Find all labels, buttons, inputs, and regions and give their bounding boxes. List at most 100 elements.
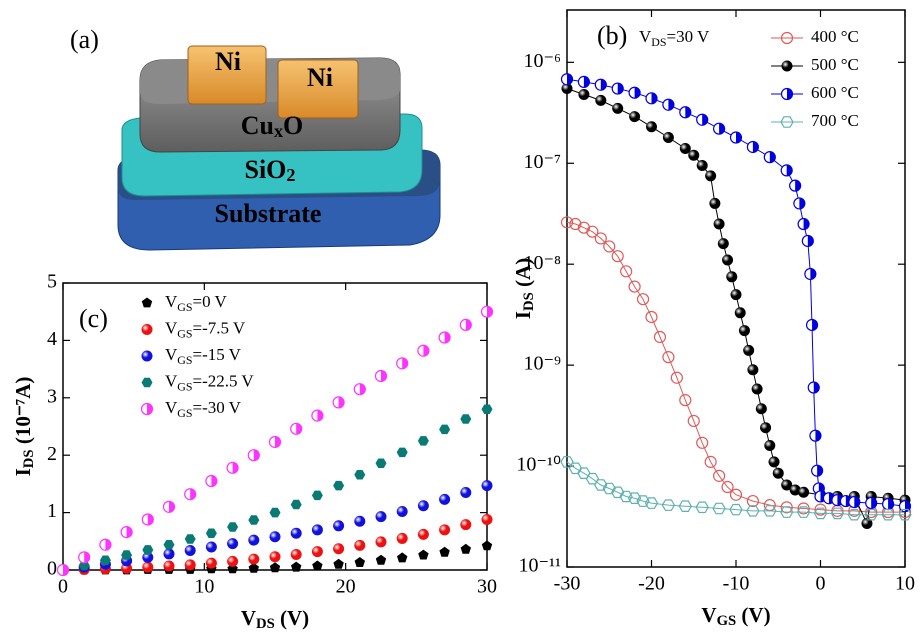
point (164, 540, 175, 550)
point (121, 527, 132, 538)
y-tick-label: 10⁻¹⁰ (516, 454, 561, 476)
point (482, 514, 493, 525)
point (248, 515, 259, 525)
point (709, 198, 720, 209)
point (397, 533, 408, 544)
panel-label: (b) (597, 21, 627, 50)
point (312, 410, 323, 421)
point (185, 534, 196, 544)
point (100, 539, 111, 550)
x-tick-label: 30 (477, 576, 497, 598)
point (794, 198, 805, 209)
point (248, 554, 259, 565)
point (333, 397, 344, 408)
point (439, 332, 450, 343)
y-tick-label: 4 (47, 328, 57, 350)
x-tick-label: 0 (58, 576, 68, 598)
point (482, 480, 493, 491)
point (807, 319, 818, 330)
y-axis-label: IDS (10⁻⁷A) (11, 377, 38, 477)
point (460, 519, 471, 530)
point (705, 170, 716, 181)
point (782, 89, 793, 100)
y-tick-label: 1 (47, 500, 57, 522)
y-tick-label: 10⁻¹¹ (518, 555, 561, 577)
figure: (a) Ni Ni CuxO SiO2 Substrate -30-20-100… (0, 0, 922, 634)
point (206, 542, 217, 553)
point (185, 545, 196, 556)
point (142, 562, 153, 573)
point (439, 425, 450, 435)
point (312, 561, 322, 571)
point (756, 403, 767, 414)
point (354, 470, 365, 480)
point (418, 436, 429, 446)
point (376, 459, 387, 469)
x-tick-label: 10 (194, 576, 214, 598)
point (769, 456, 780, 467)
point (397, 506, 408, 517)
point (562, 74, 573, 85)
layer-label: Ni (215, 47, 241, 76)
point (376, 370, 387, 381)
point (248, 450, 259, 461)
y-tick-label: 2 (47, 443, 57, 465)
point (578, 76, 589, 87)
point (79, 552, 90, 563)
point (354, 516, 365, 527)
layer-label: Ni (307, 63, 333, 92)
y-tick-label: 0 (47, 558, 57, 580)
point (142, 298, 152, 308)
point (790, 180, 801, 191)
point (142, 514, 153, 525)
point (735, 307, 746, 318)
point (312, 546, 323, 557)
y-tick-label: 10⁻⁶ (523, 50, 561, 72)
point (270, 508, 281, 518)
legend-label: 400 °C (811, 27, 859, 46)
point (460, 319, 471, 330)
point (354, 384, 365, 395)
annotation: VDS=30 V (639, 27, 710, 49)
point (206, 529, 217, 539)
point (782, 61, 793, 72)
point (142, 324, 153, 335)
y-axis-label: IDS (A) (511, 258, 538, 319)
point (185, 559, 196, 570)
point (646, 93, 657, 104)
point (376, 555, 386, 565)
point (646, 121, 657, 132)
x-tick-label: 10 (895, 573, 915, 595)
point (185, 489, 196, 500)
point (206, 476, 217, 487)
point (270, 562, 280, 572)
point (376, 536, 387, 547)
point (752, 384, 763, 395)
point (418, 345, 429, 356)
point (291, 549, 302, 560)
point (805, 268, 816, 279)
point (312, 491, 323, 501)
point (812, 465, 823, 476)
point (227, 462, 238, 473)
point (291, 562, 301, 572)
point (578, 89, 589, 100)
point (397, 552, 407, 562)
x-tick-label: 20 (336, 576, 356, 598)
layer-label: Substrate (215, 199, 322, 228)
point (270, 436, 281, 447)
x-tick-label: -10 (723, 573, 750, 595)
point (206, 558, 217, 569)
y-tick-label: 10⁻⁹ (523, 353, 561, 375)
point (482, 405, 493, 415)
point (781, 165, 792, 176)
point (333, 559, 343, 569)
panel-label: (a) (70, 25, 99, 54)
point (612, 103, 623, 114)
point (739, 325, 750, 336)
layer-label: CuxO (241, 111, 304, 141)
point (227, 556, 238, 567)
legend-label: VGS=-15 V (165, 345, 242, 367)
legend-label: 600 °C (811, 83, 859, 102)
point (291, 500, 302, 510)
